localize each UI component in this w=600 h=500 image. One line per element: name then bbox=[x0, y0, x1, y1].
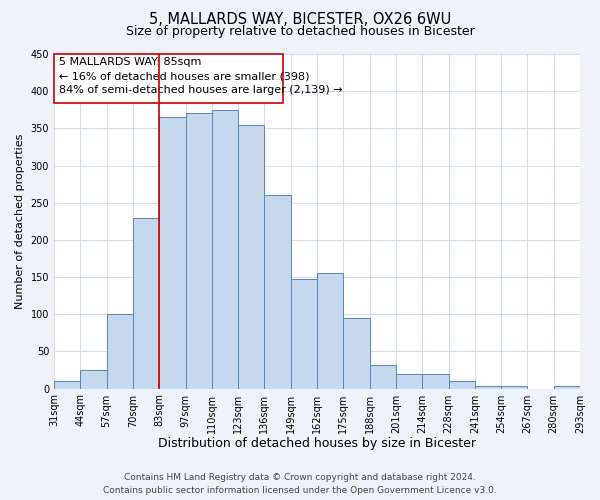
Bar bbox=[449, 381, 475, 388]
Text: Size of property relative to detached houses in Bicester: Size of property relative to detached ho… bbox=[125, 25, 475, 38]
Bar bbox=[238, 124, 265, 388]
Bar bbox=[422, 374, 449, 388]
X-axis label: Distribution of detached houses by size in Bicester: Distribution of detached houses by size … bbox=[158, 437, 476, 450]
Bar bbox=[54, 381, 80, 388]
FancyBboxPatch shape bbox=[54, 54, 283, 102]
Text: 5, MALLARDS WAY, BICESTER, OX26 6WU: 5, MALLARDS WAY, BICESTER, OX26 6WU bbox=[149, 12, 451, 28]
Y-axis label: Number of detached properties: Number of detached properties bbox=[15, 134, 25, 309]
Bar bbox=[80, 370, 107, 388]
Bar bbox=[317, 274, 343, 388]
Bar bbox=[265, 196, 291, 388]
Bar bbox=[212, 110, 238, 388]
Bar bbox=[475, 386, 501, 388]
Text: Contains HM Land Registry data © Crown copyright and database right 2024.
Contai: Contains HM Land Registry data © Crown c… bbox=[103, 474, 497, 495]
Text: 5 MALLARDS WAY: 85sqm
← 16% of detached houses are smaller (398)
84% of semi-det: 5 MALLARDS WAY: 85sqm ← 16% of detached … bbox=[59, 58, 343, 96]
Bar bbox=[343, 318, 370, 388]
Bar bbox=[133, 218, 159, 388]
Bar bbox=[396, 374, 422, 388]
Bar bbox=[370, 365, 396, 388]
Bar bbox=[159, 117, 185, 388]
Bar bbox=[291, 280, 317, 388]
Bar bbox=[554, 386, 580, 388]
Bar bbox=[107, 314, 133, 388]
Bar bbox=[185, 114, 212, 388]
Bar bbox=[501, 386, 527, 388]
